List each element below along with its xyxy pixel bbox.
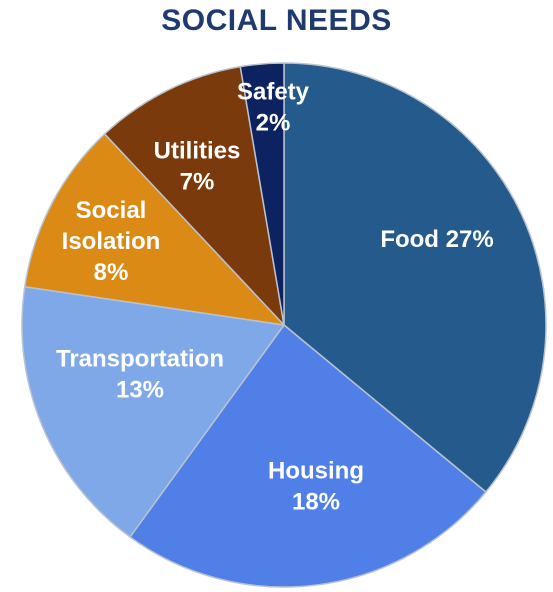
pie-slice-safety <box>239 62 285 326</box>
pie-label-food: Food 27% <box>380 226 493 253</box>
pie-label-social-isolation: Social Isolation 8% <box>62 197 161 286</box>
pie-label-transportation: Transportation 13% <box>56 346 224 404</box>
chart-title: SOCIAL NEEDS <box>161 4 392 37</box>
pie-slice-housing <box>128 323 487 588</box>
pie-slice-food <box>283 62 547 494</box>
pie-slice-transportation <box>21 285 286 539</box>
pie-slices <box>21 62 547 588</box>
pie-label-utilities: Utilities 7% <box>154 138 241 196</box>
pie-labels: Food 27% Housing 18% Transportation 13% Socia… <box>56 79 494 516</box>
pie-label-safety: Safety 2% <box>237 79 310 137</box>
pie-slice-social-isolation <box>23 132 287 327</box>
pie-label-housing: Housing 18% <box>268 458 364 516</box>
pie-slice-utilities <box>103 65 286 328</box>
